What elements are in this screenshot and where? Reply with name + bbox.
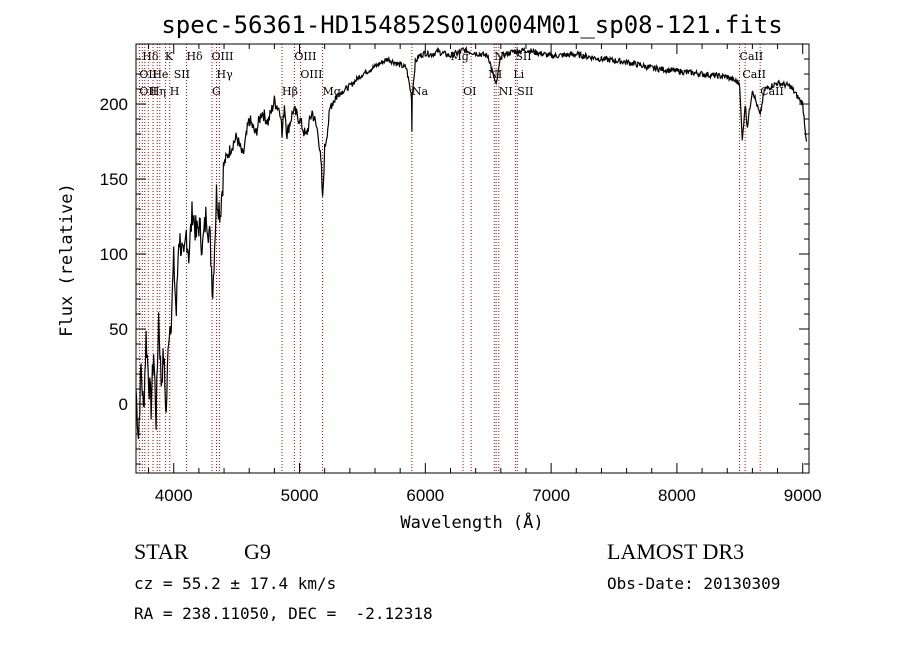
line-label-row1-4: OIII <box>294 50 316 63</box>
subclass: G9 <box>244 539 271 564</box>
chart-title: spec-56361-HD154852S010004M01_sp08-121.f… <box>161 11 782 39</box>
line-label-row3-3: G <box>212 85 221 98</box>
line-label-row2-0: OII <box>139 68 157 81</box>
x-tick-label-8000: 8000 <box>658 486 696 505</box>
y-tick-label-150: 150 <box>100 170 128 189</box>
y-axis: 0 50 100 150 200 <box>100 43 809 465</box>
y-tick-label-50: 50 <box>109 320 128 339</box>
line-label-row1-0: Hδ <box>142 50 159 63</box>
x-tick-label-6000: 6000 <box>406 486 444 505</box>
y-tick-label-100: 100 <box>100 245 128 264</box>
line-label-row1-1: K <box>165 50 174 63</box>
y-tick-label-0: 0 <box>119 395 128 414</box>
line-label-row2-3: Hγ <box>217 68 234 81</box>
redshift-velocity: cz = 55.2 ± 17.4 km/s <box>134 574 337 593</box>
object-class: STAR <box>134 539 189 564</box>
line-label-row3-9: SII <box>517 85 533 98</box>
line-label-row3-1: Hη <box>150 85 166 98</box>
line-label-row3-6: Na <box>412 85 429 98</box>
line-label-row3-0: OII <box>139 85 157 98</box>
plot-frame <box>135 43 810 474</box>
line-label-row3-2: H <box>170 85 180 98</box>
line-label-row2-7: CaII <box>742 68 766 81</box>
line-label-row2-5: NI <box>488 68 502 81</box>
line-label-row1-2: Hδ <box>186 50 203 63</box>
x-tick-label-7000: 7000 <box>532 486 570 505</box>
x-tick-label-9000: 9000 <box>784 486 822 505</box>
line-label-row2-2: SII <box>174 68 190 81</box>
line-label-row3-4: Hβ <box>282 85 298 98</box>
survey-name: LAMOST DR3 <box>607 539 745 564</box>
x-tick-label-4000: 4000 <box>155 486 193 505</box>
line-label-row2-4: OIII <box>300 68 322 81</box>
x-axis-label: Wavelength (Å) <box>400 511 543 533</box>
line-label-row3-8: NI <box>499 85 513 98</box>
x-tick-label-5000: 5000 <box>281 486 319 505</box>
line-label-row1-6: N <box>494 50 504 63</box>
y-tick-label-200: 200 <box>100 95 128 114</box>
line-label-row1-3: OIII <box>211 50 233 63</box>
line-label-row3-7: OI <box>463 85 476 98</box>
coordinates: RA = 238.11050, DEC = -2.12318 <box>134 604 433 623</box>
line-label-row2-1: He <box>152 68 168 81</box>
line-label-row1-8: CaII <box>740 50 764 63</box>
x-axis: 4000 5000 6000 7000 8000 9000 <box>148 44 822 505</box>
line-label-row3-5: Mg <box>323 85 341 98</box>
observation-date: Obs-Date: 20130309 <box>607 574 781 593</box>
line-label-row1-7: SII <box>515 50 531 63</box>
flux-series-line <box>135 45 808 439</box>
line-label-row2-6: Li <box>513 68 524 81</box>
y-axis-label: Flux (relative) <box>57 183 77 337</box>
emission-line-markers <box>138 44 761 473</box>
